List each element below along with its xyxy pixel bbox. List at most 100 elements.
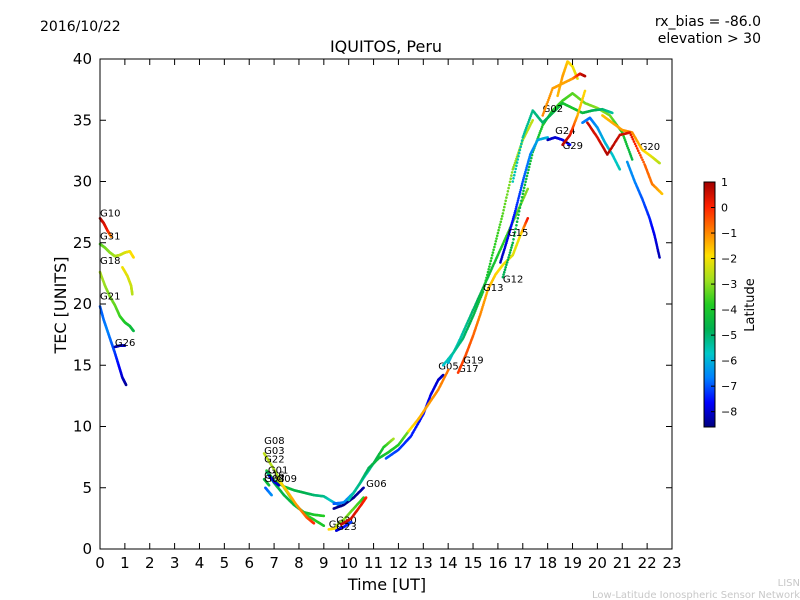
data-point xyxy=(513,161,517,165)
data-point xyxy=(498,226,501,229)
data-point xyxy=(483,282,487,285)
data-point xyxy=(638,151,641,155)
data-point xyxy=(488,262,492,266)
data-point xyxy=(508,180,512,184)
data-point xyxy=(515,220,519,223)
data-point xyxy=(508,228,512,232)
data-point xyxy=(631,138,635,141)
x-tick-label: 15 xyxy=(463,554,482,572)
data-point xyxy=(624,140,628,144)
series-label: G24 xyxy=(555,126,575,137)
colorbar-ticks: 1 0 −1 −2 −3 −4 −5 −6 −7 −8 xyxy=(711,176,737,419)
data-point xyxy=(508,253,511,257)
data-point xyxy=(504,266,508,269)
data-point xyxy=(515,164,518,168)
data-point xyxy=(131,292,134,296)
elevation-label: elevation > 30 xyxy=(658,31,761,47)
series-label: G21 xyxy=(100,292,120,303)
data-point xyxy=(500,217,503,221)
colorbar xyxy=(703,181,716,428)
series-g29b xyxy=(541,72,587,117)
plot-area: G10G31G18G21G26G08G03G22G01G09G16G04G07G… xyxy=(98,60,664,533)
watermark-title: LISN xyxy=(778,578,800,589)
data-point xyxy=(493,245,496,249)
data-point xyxy=(527,168,530,172)
data-point xyxy=(362,486,365,490)
x-axis: 0 1 2 3 4 5 6 7 8 9 10 11 12 13 14 15 16 17 18 19 20 21 22 23 xyxy=(95,59,682,572)
data-point xyxy=(528,155,531,158)
x-tick-label: 16 xyxy=(488,554,507,572)
data-point xyxy=(628,131,631,134)
x-axis-label: Time [UT] xyxy=(347,575,426,594)
x-tick-label: 20 xyxy=(588,554,607,572)
y-tick-label: 25 xyxy=(73,234,92,252)
data-point xyxy=(546,136,549,139)
data-point xyxy=(568,143,572,147)
data-point xyxy=(503,202,507,206)
data-point xyxy=(525,177,528,181)
data-point xyxy=(495,234,499,238)
data-point xyxy=(502,273,505,276)
x-tick-label: 10 xyxy=(339,554,358,572)
data-point xyxy=(124,383,128,387)
data-point xyxy=(505,263,508,267)
data-point xyxy=(270,493,273,497)
data-point xyxy=(507,256,510,259)
series-g29c xyxy=(561,89,587,147)
data-point xyxy=(508,251,512,254)
x-tick-label: 12 xyxy=(389,554,408,572)
y-tick-label: 10 xyxy=(73,418,92,436)
data-point xyxy=(519,145,522,149)
data-point xyxy=(506,236,510,240)
data-point xyxy=(512,165,515,169)
series-g16: G16 xyxy=(262,470,285,487)
data-point xyxy=(483,284,486,288)
series-label: G29 xyxy=(563,141,583,152)
data-point xyxy=(505,193,509,196)
data-point xyxy=(513,213,516,217)
colorbar-tick-label: −5 xyxy=(721,329,737,342)
data-point xyxy=(506,190,510,193)
series-g28 xyxy=(332,437,395,506)
data-point xyxy=(521,192,525,196)
data-point xyxy=(446,368,450,372)
data-point xyxy=(513,234,516,237)
data-point xyxy=(486,273,489,277)
data-point xyxy=(503,268,507,272)
data-point xyxy=(537,133,541,137)
series-label: G08 xyxy=(264,436,284,447)
series-g04: G04 xyxy=(264,474,285,497)
series-g22: G22 xyxy=(264,454,326,518)
data-point xyxy=(501,212,505,215)
data-point xyxy=(528,116,532,120)
series-label: G18 xyxy=(100,256,120,267)
data-point xyxy=(505,196,508,199)
data-point xyxy=(504,199,508,203)
colorbar-tick-label: −3 xyxy=(721,278,737,291)
data-point xyxy=(512,177,515,180)
data-point xyxy=(516,201,519,204)
data-point xyxy=(520,196,524,199)
series-label: G16 xyxy=(264,470,284,481)
data-point xyxy=(506,258,510,262)
data-point xyxy=(490,256,493,260)
data-point xyxy=(630,135,634,139)
data-point xyxy=(525,126,528,130)
series-label: G06 xyxy=(366,479,386,490)
data-point xyxy=(132,256,135,259)
x-tick-label: 7 xyxy=(269,554,279,572)
y-tick-label: 40 xyxy=(73,50,92,68)
data-point xyxy=(513,173,516,177)
y-axis-label: TEC [UNITS] xyxy=(51,257,70,355)
x-tick-label: 14 xyxy=(439,554,458,572)
data-point xyxy=(641,158,644,162)
series-g25 xyxy=(625,160,661,259)
data-point xyxy=(516,199,520,202)
data-point xyxy=(277,484,281,487)
data-point xyxy=(498,223,502,226)
data-point xyxy=(516,217,520,220)
data-point xyxy=(642,160,645,164)
data-point xyxy=(267,484,271,487)
series-label: G19 xyxy=(463,355,483,366)
data-point xyxy=(510,246,513,249)
